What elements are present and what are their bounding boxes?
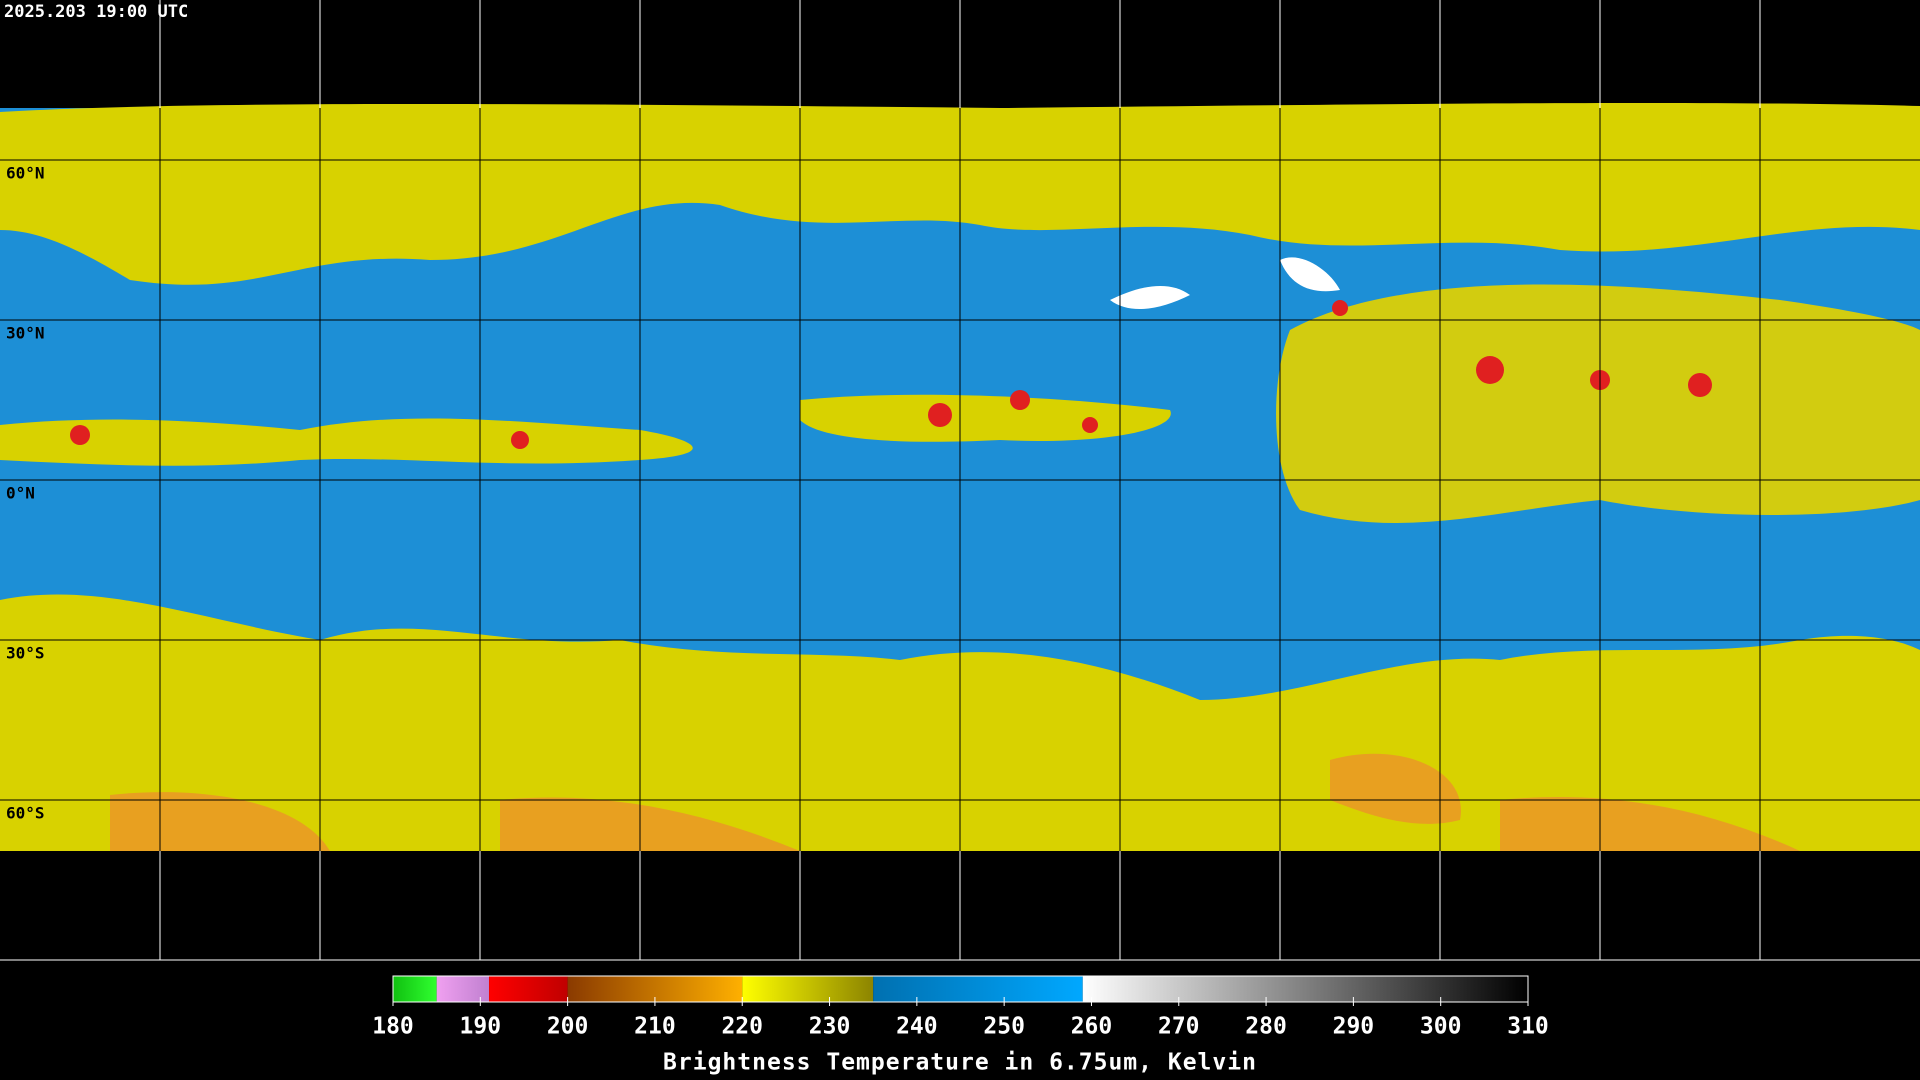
storm — [1688, 373, 1712, 397]
colorbar-segment — [489, 976, 568, 1002]
storm — [511, 431, 529, 449]
colorbar-tick-label: 220 — [721, 1014, 763, 1040]
grid: 60°N 30°N 0°N 30°S 60°S — [0, 0, 1920, 961]
colorbar-tick-label: 310 — [1507, 1014, 1549, 1040]
colorbar-tick-label: 200 — [547, 1014, 589, 1040]
monsoon-region — [1276, 284, 1920, 523]
storm — [70, 425, 90, 445]
storm — [1082, 417, 1098, 433]
colorbar-tick-label: 280 — [1245, 1014, 1287, 1040]
latitude-label: 60°N — [6, 164, 45, 183]
latitude-label: 0°N — [6, 484, 35, 503]
colorbar-tick-label: 180 — [372, 1014, 414, 1040]
latitude-label: 30°S — [6, 644, 45, 663]
timestamp: 2025.203 19:00 UTC — [4, 2, 188, 22]
storm — [1476, 356, 1504, 384]
storm — [1332, 300, 1348, 316]
colorbar-tick-label: 300 — [1420, 1014, 1462, 1040]
colorbar-tick-label: 250 — [983, 1014, 1025, 1040]
colorbar-segment — [742, 976, 874, 1002]
colorbar-segment — [436, 976, 490, 1002]
colorbar-tick-label: 290 — [1333, 1014, 1375, 1040]
storm — [928, 403, 952, 427]
colorbar-tick-label: 190 — [460, 1014, 502, 1040]
colorbar-frame — [392, 975, 1529, 1003]
colorbar-segment — [393, 976, 437, 1002]
colorbar-segment — [873, 976, 1083, 1002]
colorbar-tick-label: 260 — [1071, 1014, 1113, 1040]
colorbar-tick-label: 270 — [1158, 1014, 1200, 1040]
warm-spot — [1110, 257, 1340, 310]
storm — [1010, 390, 1030, 410]
convective-cores — [70, 300, 1712, 449]
latitude-label: 30°N — [6, 324, 45, 343]
colorbar-label: Brightness Temperature in 6.75um, Kelvin — [663, 1050, 1257, 1076]
colorbar-tick-label: 230 — [809, 1014, 851, 1040]
colorbar-segment — [1082, 976, 1528, 1002]
colorbar-tick-label: 210 — [634, 1014, 676, 1040]
warm-band — [110, 753, 1800, 851]
colorbar-tick-label: 240 — [896, 1014, 938, 1040]
colorbar: 180 190 200 210 220 230 240 250 260 270 280 290 300 3… — [372, 975, 1549, 1040]
latitude-label: 60°S — [6, 804, 45, 823]
itcz — [0, 394, 1171, 466]
